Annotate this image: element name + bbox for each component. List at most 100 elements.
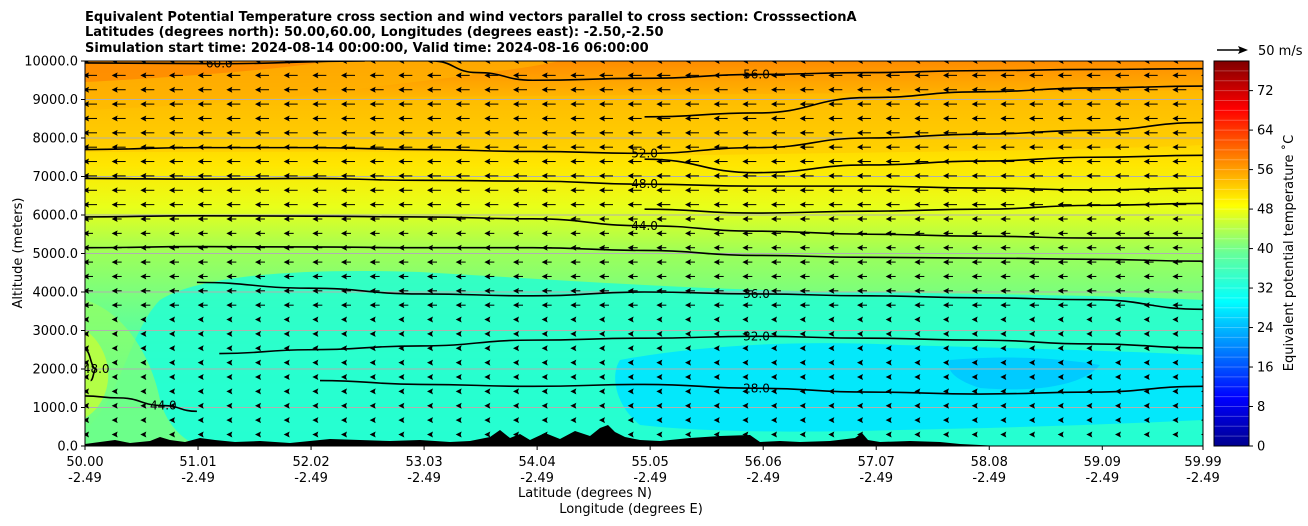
wind-vector bbox=[140, 187, 155, 194]
wind-vector-head bbox=[369, 61, 376, 64]
wind-vector-head bbox=[255, 287, 261, 294]
wind-vector-head bbox=[226, 330, 233, 337]
wind-vector-head bbox=[1172, 129, 1179, 136]
wind-vector bbox=[742, 273, 753, 280]
wind-vector-head bbox=[1000, 144, 1007, 151]
wind-vector-head bbox=[85, 230, 89, 237]
wind-vector bbox=[570, 287, 581, 294]
wind-vector bbox=[513, 417, 519, 424]
wind-vector bbox=[369, 359, 376, 366]
wind-vector bbox=[1086, 259, 1097, 266]
wind-vector-head bbox=[111, 359, 118, 366]
wind-vector-head bbox=[197, 302, 204, 309]
wind-vector bbox=[513, 86, 527, 93]
wind-vector bbox=[828, 172, 843, 179]
wind-vector bbox=[599, 273, 609, 280]
wind-vector-head bbox=[570, 72, 577, 79]
wind-vector bbox=[570, 417, 577, 424]
wind-vector-head bbox=[541, 287, 548, 294]
x-tick-label-lon: -2.49 bbox=[1186, 471, 1220, 486]
wind-vector-head bbox=[685, 187, 691, 194]
wind-vector-head bbox=[1143, 158, 1150, 165]
wind-vector-head bbox=[713, 115, 720, 122]
wind-vector bbox=[771, 287, 781, 294]
gridlines bbox=[85, 99, 1203, 408]
wind-vector bbox=[828, 330, 835, 337]
wind-vector-head bbox=[1000, 316, 1007, 323]
wind-vector bbox=[1115, 330, 1121, 337]
wind-vector bbox=[1029, 302, 1039, 309]
wind-vector-head bbox=[1172, 101, 1179, 108]
wind-vector bbox=[312, 187, 327, 194]
wind-vector-head bbox=[656, 86, 663, 93]
wind-vector bbox=[914, 330, 921, 337]
wind-vector bbox=[627, 201, 642, 208]
x-tick-label-lat: 53.03 bbox=[405, 455, 442, 470]
wind-vector-head bbox=[1086, 373, 1093, 380]
wind-vector-head bbox=[857, 259, 863, 266]
wind-vector-head bbox=[742, 115, 749, 122]
wind-vector bbox=[1172, 244, 1183, 251]
wind-vector bbox=[398, 287, 409, 294]
wind-vector bbox=[255, 187, 269, 194]
wind-vector bbox=[1115, 129, 1129, 136]
contour-label: 48.0 bbox=[631, 177, 658, 191]
wind-vector bbox=[943, 402, 949, 409]
wind-vector-head bbox=[943, 61, 949, 64]
wind-vector-head bbox=[713, 86, 720, 93]
wind-vector bbox=[197, 359, 204, 366]
wind-vector bbox=[541, 273, 552, 280]
wind-vector-head bbox=[541, 172, 548, 179]
wind-vector bbox=[885, 172, 900, 179]
wind-vector-head bbox=[1086, 259, 1093, 266]
wind-vector bbox=[398, 61, 413, 64]
wind-vector bbox=[398, 417, 405, 424]
wind-vector bbox=[226, 330, 233, 337]
wind-vector-head bbox=[455, 201, 462, 208]
wind-vector-head bbox=[1115, 402, 1121, 409]
wind-vector bbox=[799, 187, 814, 194]
wind-vector-head bbox=[255, 302, 261, 309]
wind-vector-head bbox=[197, 287, 204, 294]
wind-vector bbox=[570, 273, 581, 280]
wind-vector bbox=[197, 330, 204, 337]
wind-vector bbox=[943, 61, 957, 64]
wind-vector bbox=[656, 72, 671, 79]
wind-vector-head bbox=[771, 259, 777, 266]
wind-vector bbox=[1086, 72, 1101, 79]
wind-vector bbox=[599, 86, 613, 93]
wind-vector-head bbox=[943, 431, 949, 438]
wind-vector-head bbox=[713, 259, 720, 266]
wind-vector bbox=[857, 330, 863, 337]
wind-vector bbox=[169, 201, 183, 208]
wind-vector bbox=[484, 359, 491, 366]
x-tick-label-lat: 56.06 bbox=[745, 455, 782, 470]
wind-vector bbox=[1172, 287, 1183, 294]
wind-vector bbox=[283, 431, 290, 438]
wind-vector-head bbox=[685, 86, 691, 93]
wind-vector-head bbox=[1086, 302, 1093, 309]
wind-vector-head bbox=[828, 215, 835, 222]
wind-vector bbox=[885, 273, 896, 280]
wind-vector bbox=[541, 287, 552, 294]
wind-vector-head bbox=[1172, 431, 1179, 438]
wind-vector-head bbox=[283, 330, 290, 337]
wind-vector-head bbox=[1000, 330, 1007, 337]
wind-vector-head bbox=[455, 373, 462, 380]
wind-vector bbox=[541, 201, 556, 208]
wind-vector bbox=[1172, 402, 1179, 409]
wind-vector bbox=[169, 345, 175, 352]
wind-vector-head bbox=[312, 172, 319, 179]
wind-vector bbox=[599, 316, 605, 323]
wind-vector-head bbox=[197, 158, 204, 165]
wind-vector bbox=[1143, 316, 1150, 323]
wind-vector bbox=[914, 373, 921, 380]
wind-vector bbox=[513, 72, 527, 79]
wind-vector bbox=[685, 101, 699, 108]
wind-vector-head bbox=[226, 287, 233, 294]
wind-vector bbox=[1000, 230, 1011, 237]
wind-vector bbox=[799, 302, 810, 309]
y-tick-label: 3000.0 bbox=[33, 324, 79, 339]
wind-vector-head bbox=[455, 61, 462, 64]
wind-vector bbox=[656, 316, 663, 323]
